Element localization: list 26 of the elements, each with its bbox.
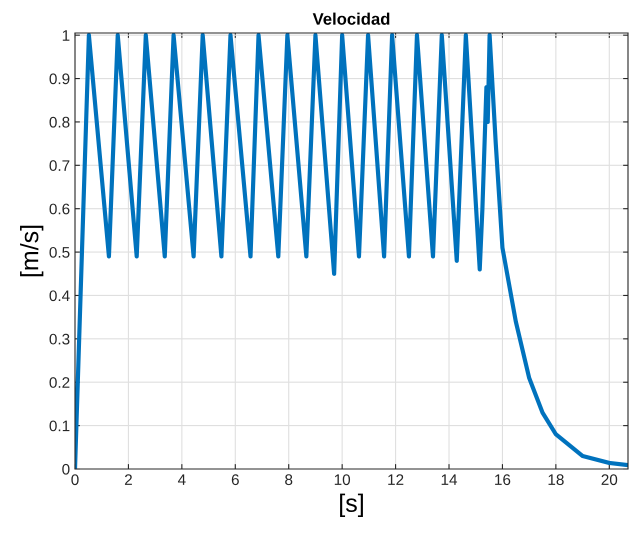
x-tick-label: 14 (442, 474, 458, 485)
x-tick-label: 18 (548, 474, 564, 486)
x-tick-label: 2 (124, 474, 132, 485)
y-tick-label: 0.3 (50, 334, 70, 345)
x-tick-label: 6 (232, 474, 239, 486)
x-tick-label: 20 (602, 474, 618, 486)
y-tick-label: 0 (62, 464, 70, 475)
y-tick-label: 0.6 (50, 204, 70, 214)
y-tick-label: 0.5 (50, 246, 70, 258)
y-axis-title: [m/s] (20, 226, 44, 276)
x-tick-label: 10 (334, 474, 350, 486)
x-tick-label: 12 (388, 474, 404, 485)
x-tick-label: 8 (285, 474, 292, 486)
x-tick-label: 4 (178, 474, 186, 485)
x-tick-label: 16 (495, 474, 510, 486)
y-tick-label: 0.7 (50, 160, 70, 172)
y-tick-label: 0.2 (50, 377, 70, 388)
y-tick-label: 0.9 (50, 73, 70, 84)
chart-title: Velocidad (312, 12, 390, 25)
x-tick-label: 0 (71, 474, 79, 486)
y-tick-label: 1 (62, 30, 70, 41)
x-axis-title: [s] (340, 494, 363, 517)
line-series (75, 33, 628, 469)
y-tick-label: 0.1 (50, 420, 70, 432)
y-tick-label: 0.4 (50, 290, 70, 302)
y-tick-label: 0.8 (50, 116, 70, 128)
